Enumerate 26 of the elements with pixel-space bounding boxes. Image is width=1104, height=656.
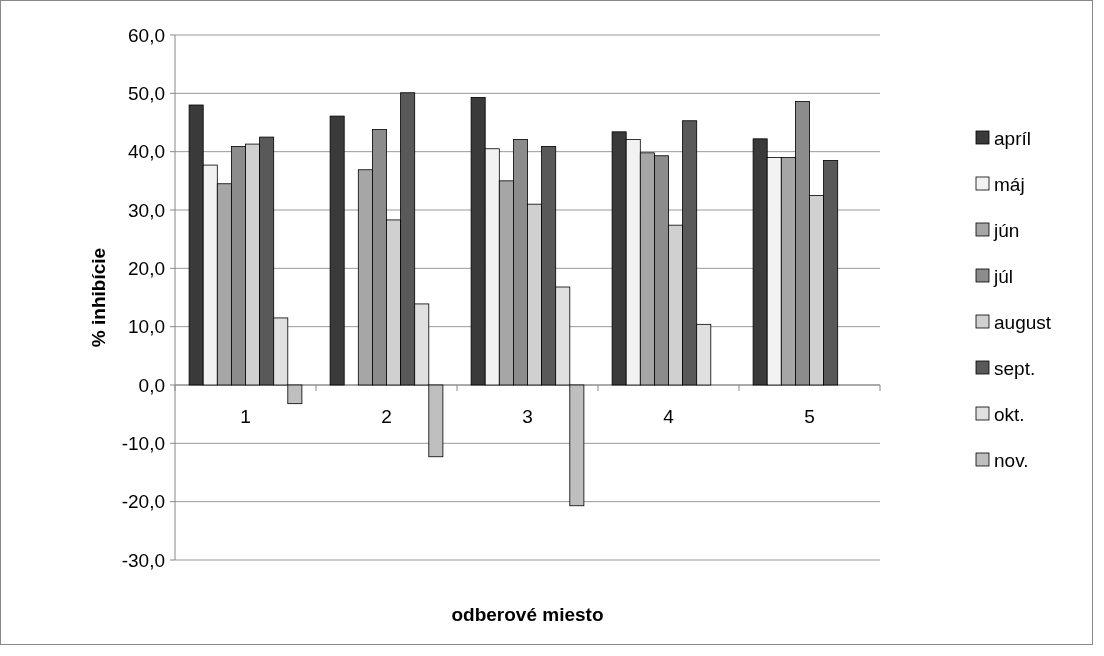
x-tick-label: 3: [522, 406, 533, 427]
legend-label: apríl: [994, 127, 1031, 149]
legend-label: okt.: [994, 403, 1025, 425]
legend-label: júl: [993, 265, 1014, 287]
legend-label: august: [994, 311, 1052, 333]
y-axis-title: % inhibície: [88, 247, 109, 348]
y-tick-label: 30,0: [128, 199, 165, 221]
legend-label: sept.: [994, 357, 1036, 379]
x-tick-label: 1: [240, 406, 251, 427]
y-tick-label: 10,0: [128, 316, 165, 338]
legend-label: máj: [994, 173, 1025, 195]
x-tick-label: 5: [804, 406, 815, 427]
x-tick-label: 2: [381, 406, 392, 427]
y-tick-label: 0,0: [138, 374, 165, 396]
y-tick-label: 60,0: [128, 24, 165, 46]
y-tick-label: -10,0: [121, 432, 165, 454]
y-tick-label: 20,0: [128, 257, 165, 279]
y-tick-label: -30,0: [121, 549, 165, 571]
legend-label: nov.: [994, 449, 1029, 471]
legend-label: jún: [993, 219, 1020, 241]
x-axis-title: odberové miesto: [451, 604, 604, 625]
bar: [329, 115, 345, 386]
y-tick-label: 50,0: [128, 82, 165, 104]
y-tick-label: -20,0: [121, 491, 165, 513]
y-tick-label: 40,0: [128, 141, 165, 163]
x-tick-label: 4: [663, 406, 675, 427]
